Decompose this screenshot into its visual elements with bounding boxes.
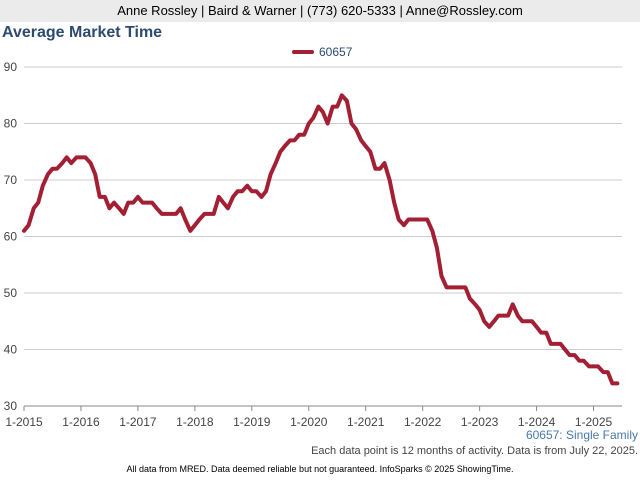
- y-tick-label: 40: [4, 343, 18, 357]
- x-tick-label: 1-2020: [290, 415, 328, 429]
- footer-disclaimer: All data from MRED. Data deemed reliable…: [126, 464, 514, 474]
- x-tick-label: 1-2015: [5, 415, 43, 429]
- data-note: Each data point is 12 months of activity…: [311, 445, 638, 457]
- x-tick-label: 1-2023: [461, 415, 499, 429]
- series-caption: 60657: Single Family: [525, 428, 638, 442]
- y-tick-label: 90: [4, 60, 18, 74]
- chart-legend[interactable]: 60657: [292, 45, 352, 59]
- x-tick-label: 1-2021: [347, 415, 385, 429]
- x-tick-label: 1-2024: [518, 415, 556, 429]
- agent-contact-text: Anne Rossley | Baird & Warner | (773) 62…: [117, 3, 523, 18]
- x-axis: 1-2015 1-2016 1-2017 1-2018 1-2019 1-2020 1-20…: [5, 405, 622, 429]
- x-tick-label: 1-2018: [176, 415, 214, 429]
- series-line-60657[interactable]: [22, 93, 620, 386]
- series-layer: [22, 93, 620, 386]
- y-tick-label: 80: [4, 117, 18, 131]
- grid-lines: [24, 66, 622, 407]
- y-tick-label: 30: [4, 399, 18, 413]
- y-tick-label: 70: [4, 173, 18, 187]
- y-tick-label: 50: [4, 286, 18, 300]
- legend-swatch: [292, 50, 314, 54]
- y-axis: 30 40 50 60 70 80 90: [4, 60, 18, 413]
- x-tick-label: 1-2017: [119, 415, 157, 429]
- agent-contact-header: Anne Rossley | Baird & Warner | (773) 62…: [0, 0, 640, 22]
- x-tick-label: 1-2022: [404, 415, 442, 429]
- y-tick-label: 60: [4, 230, 18, 244]
- x-tick-label: 1-2016: [62, 415, 100, 429]
- x-tick-label: 1-2025: [575, 415, 613, 429]
- chart-title: Average Market Time: [2, 24, 163, 41]
- x-tick-label: 1-2019: [233, 415, 271, 429]
- legend-label: 60657: [319, 45, 353, 59]
